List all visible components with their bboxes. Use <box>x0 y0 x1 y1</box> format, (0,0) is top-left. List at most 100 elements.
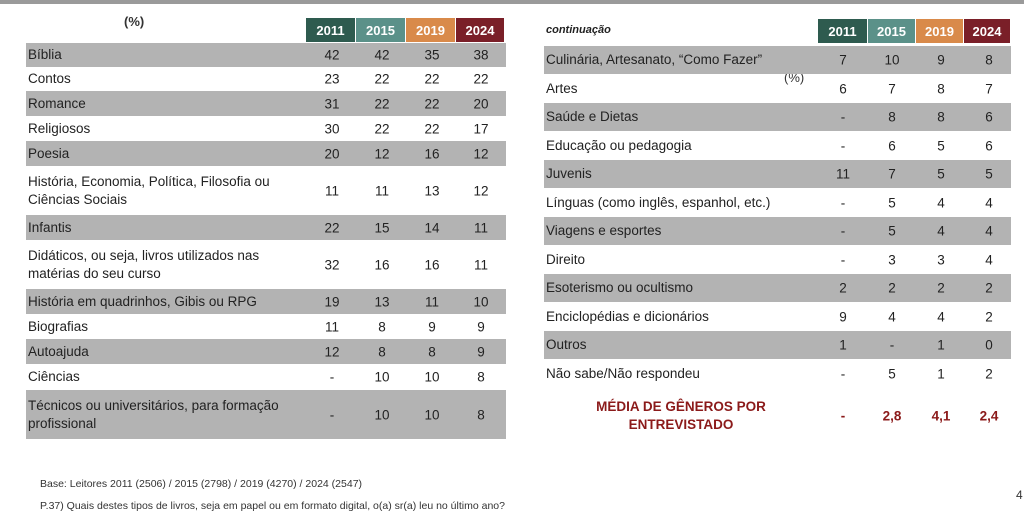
cell-value-2019: 35 <box>424 47 440 63</box>
cell-value-2019: 2 <box>937 280 945 296</box>
row-label: Línguas (como inglês, espanhol, etc.) <box>546 194 771 210</box>
table-row: Artes 6 7 8 7 <box>544 74 1011 103</box>
left-unit-label: (%) <box>124 14 145 29</box>
table-row: Bíblia 42 42 35 38 <box>26 43 506 67</box>
cell-value-2019: 1 <box>937 337 945 353</box>
cell-value-2024: 2 <box>985 309 993 324</box>
cell-value-2019: 22 <box>424 71 440 87</box>
table-row: Direito - 3 3 4 <box>544 245 1011 274</box>
cell-value-2024: 11 <box>473 257 488 272</box>
cell-value-2011: - <box>840 366 846 381</box>
cell-value-2019: 11 <box>424 294 439 309</box>
row-label: Religiosos <box>28 120 91 136</box>
footer-question: P.37) Quais destes tipos de livros, seja… <box>40 500 505 512</box>
table-row: Técnicos ou universitários, para formaçã… <box>26 390 506 439</box>
table-row: Educação ou pedagogia - 6 5 6 <box>544 131 1011 160</box>
table-row: Outros 1 - 1 0 <box>544 331 1011 359</box>
cell-value-2015: 22 <box>374 71 390 87</box>
cell-value-2019: 22 <box>424 96 440 111</box>
row-label: Poesia <box>28 145 70 161</box>
cell-value-2024: 9 <box>477 344 485 359</box>
cell-value-2015: 16 <box>374 257 390 272</box>
year-2019-header: 2019 <box>916 19 964 43</box>
row-label: MÉDIA DE GÊNEROS POR ENTREVISTADO <box>596 399 766 432</box>
cell-value-2024: 11 <box>473 220 488 235</box>
cell-value-2024: 17 <box>473 121 489 136</box>
year-2024-header: 2024 <box>456 18 504 42</box>
cell-value-2024: 6 <box>985 109 993 125</box>
cell-value-2011: 11 <box>324 319 339 334</box>
cell-value-2015: 7 <box>888 166 896 182</box>
year-2011-header: 2011 <box>306 18 356 42</box>
cell-value-2024: 7 <box>985 81 993 96</box>
table-row: Romance 31 22 22 20 <box>26 91 506 116</box>
footer-base: Base: Leitores 2011 (2506) / 2015 (2798)… <box>40 478 363 490</box>
row-label: Ciências <box>28 369 80 385</box>
year-2024-header: 2024 <box>964 19 1010 43</box>
row-label: Contos <box>28 71 71 87</box>
cell-value-2019: 16 <box>424 257 440 272</box>
cell-value-2011: - <box>840 109 846 125</box>
cell-value-2024: 2 <box>985 366 993 381</box>
cell-value-2015: 6 <box>888 138 896 153</box>
cell-value-2015: 5 <box>888 223 896 239</box>
cell-value-2019: 9 <box>937 52 945 68</box>
cell-value-2024: 12 <box>473 146 489 161</box>
cell-value-2011: 7 <box>839 52 847 68</box>
cell-value-2011: - <box>840 223 846 239</box>
cell-value-2024: 5 <box>985 166 993 182</box>
cell-value-2024: 8 <box>985 52 993 68</box>
row-label: Romance <box>28 95 86 111</box>
cell-value-2024: 10 <box>473 294 489 309</box>
cell-value-2011: - <box>840 252 846 267</box>
cell-value-2011: - <box>840 195 846 210</box>
year-2011-header: 2011 <box>818 19 868 43</box>
cell-value-2024: 12 <box>473 183 489 198</box>
table-row: Enciclopédias e dicionários 9 4 4 2 <box>544 302 1011 331</box>
cell-value-2015: 15 <box>374 220 390 235</box>
cell-value-2024: 4 <box>985 195 993 210</box>
row-label: Bíblia <box>28 47 62 63</box>
average-row: MÉDIA DE GÊNEROS POR ENTREVISTADO - 2,8 4,1… <box>544 388 1011 444</box>
year-2019-header: 2019 <box>406 18 456 42</box>
cell-value-2015: 13 <box>374 294 390 309</box>
cell-value-2019: 4,1 <box>931 408 951 424</box>
cell-value-2015: 8 <box>378 344 386 359</box>
table-row: História, Economia, Política, Filosofia … <box>26 166 506 215</box>
top-border <box>0 0 1024 4</box>
table-row: Culinária, Artesanato, “Como Fazer” 7 10 9 8 <box>544 46 1011 74</box>
row-label: Saúde e Dietas <box>546 109 639 125</box>
cell-value-2011: 42 <box>324 47 340 63</box>
left-year-header: 2011 2015 2019 2024 <box>306 18 504 42</box>
cell-value-2019: 8 <box>937 81 945 96</box>
cell-value-2011: 11 <box>835 166 850 182</box>
cell-value-2024: 4 <box>985 223 993 239</box>
cell-value-2019: 4 <box>937 223 945 239</box>
cell-value-2024: 22 <box>473 71 489 87</box>
cell-value-2024: 8 <box>477 407 485 422</box>
cell-value-2015: - <box>889 337 895 353</box>
cell-value-2019: 10 <box>424 369 440 385</box>
row-label: História, Economia, Política, Filosofia … <box>28 173 270 207</box>
cell-value-2019: 5 <box>937 166 945 182</box>
cell-value-2015: 12 <box>374 146 390 161</box>
row-label: Artes <box>546 80 578 96</box>
cell-value-2011: - <box>329 407 335 422</box>
cell-value-2015: 2 <box>888 280 896 296</box>
edge-mark: 4 <box>1016 488 1023 502</box>
row-label: Culinária, Artesanato, “Como Fazer” <box>546 52 763 68</box>
cell-value-2024: 2,4 <box>979 408 999 424</box>
cell-value-2015: 10 <box>374 407 390 422</box>
cell-value-2011: 30 <box>324 121 340 136</box>
cell-value-2019: 10 <box>424 407 440 422</box>
cell-value-2015: 22 <box>374 121 390 136</box>
table-row: Contos 23 22 22 22 <box>26 67 506 91</box>
continuation-label: continuação <box>546 24 611 36</box>
cell-value-2015: 5 <box>888 195 896 210</box>
table-row: Infantis 22 15 14 11 <box>26 215 506 240</box>
table-row: Juvenis 11 7 5 5 <box>544 160 1011 188</box>
cell-value-2015: 3 <box>888 252 896 267</box>
row-label: Técnicos ou universitários, para formaçã… <box>28 397 279 431</box>
row-label: Juvenis <box>546 166 592 182</box>
cell-value-2011: - <box>840 138 846 153</box>
